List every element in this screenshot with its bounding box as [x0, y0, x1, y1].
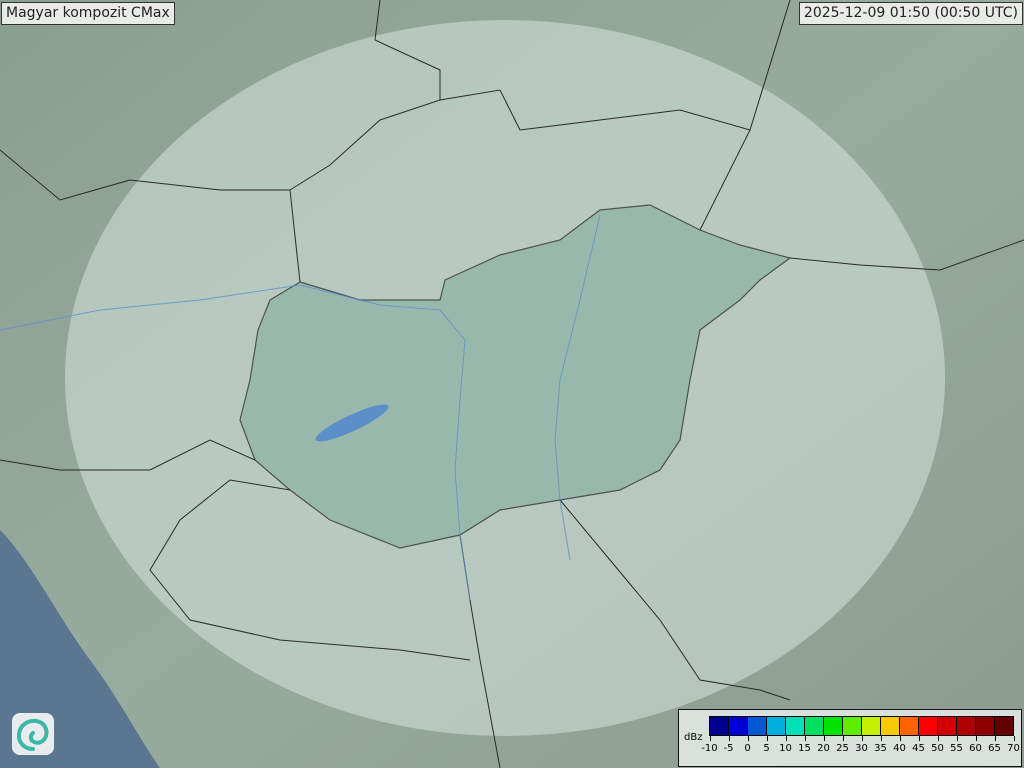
legend-tick [747, 736, 749, 741]
timestamp: 2025-12-09 01:50 (00:50 UTC) [798, 2, 1023, 25]
legend-tick [956, 736, 958, 741]
legend-tick [994, 736, 996, 741]
legend-ticks: -10 -5 0 5 10 15 20 25 30 35 40 45 50 55 60 65 70 [701, 736, 1020, 756]
legend-tick [709, 736, 711, 741]
legend-label: 0 [744, 743, 751, 754]
legend-tick [728, 736, 730, 741]
legend-bin [862, 717, 881, 735]
legend-bin [748, 717, 767, 735]
legend-bin [710, 717, 729, 735]
legend-label: 45 [912, 743, 925, 754]
legend-tick [1013, 736, 1015, 741]
legend-bin [824, 717, 843, 735]
legend-label: 70 [1007, 743, 1020, 754]
legend-bin [843, 717, 862, 735]
legend-tick [918, 736, 920, 741]
product-title: Magyar kompozit CMax [1, 2, 175, 25]
legend-tick [823, 736, 825, 741]
legend-label: 55 [950, 743, 963, 754]
legend-bin [881, 717, 900, 735]
legend-bin [938, 717, 957, 735]
legend-tick [804, 736, 806, 741]
legend-label: -10 [701, 743, 718, 754]
lake-balaton [315, 404, 389, 442]
legend-label: 10 [779, 743, 792, 754]
legend-bin [976, 717, 995, 735]
color-bar [709, 716, 1014, 736]
legend-tick [880, 736, 882, 741]
legend-label: 60 [969, 743, 982, 754]
legend-tick [766, 736, 768, 741]
legend-bin [919, 717, 938, 735]
legend-label: 30 [855, 743, 868, 754]
legend-tick [899, 736, 901, 741]
legend-bin [900, 717, 919, 735]
legend-bin [729, 717, 748, 735]
legend-label: 25 [836, 743, 849, 754]
legend-tick [937, 736, 939, 741]
legend-label: 35 [874, 743, 887, 754]
rivers [0, 214, 601, 601]
legend-label: 20 [817, 743, 830, 754]
legend-bin [767, 717, 786, 735]
adriatic-sea [0, 530, 160, 768]
dbz-legend: dBz -10 -5 0 5 10 15 20 25 30 35 40 45 50 55 60 65 70 [678, 709, 1022, 767]
swirl-logo-icon[interactable] [12, 713, 54, 755]
legend-label: -5 [723, 743, 734, 754]
legend-tick [842, 736, 844, 741]
legend-bin [957, 717, 976, 735]
legend-tick [785, 736, 787, 741]
legend-label: 40 [893, 743, 906, 754]
legend-unit: dBz [684, 732, 703, 743]
legend-label: 15 [798, 743, 811, 754]
legend-label: 65 [988, 743, 1001, 754]
legend-label: 5 [763, 743, 770, 754]
legend-bin [786, 717, 805, 735]
legend-label: 50 [931, 743, 944, 754]
legend-bin [805, 717, 824, 735]
legend-bin [995, 717, 1013, 735]
legend-tick [861, 736, 863, 741]
hungary [239, 204, 792, 549]
legend-tick [975, 736, 977, 741]
